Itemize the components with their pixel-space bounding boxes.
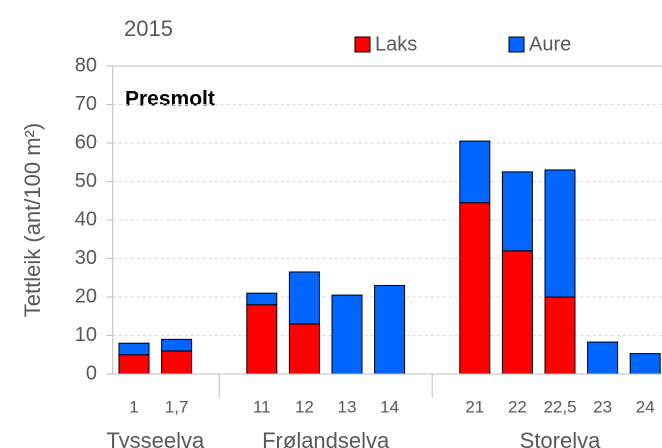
- y-tick-label: 0: [86, 362, 97, 384]
- y-axis-label: Tettleik (ant/100 m²): [20, 123, 45, 317]
- bar-segment: [459, 202, 491, 375]
- bar-segment: [246, 292, 278, 306]
- x-tick-label: 12: [295, 397, 314, 416]
- y-tick-label: 20: [75, 285, 97, 307]
- group-label: Frølandselva: [262, 428, 390, 448]
- legend-label: Aure: [529, 33, 571, 55]
- y-tick-label: 10: [75, 324, 97, 346]
- y-tick-label: 70: [75, 93, 97, 115]
- bar-segment: [288, 323, 320, 375]
- x-tick-label: 14: [380, 397, 399, 416]
- bar-segment: [118, 354, 150, 375]
- chart-title: 2015: [124, 16, 173, 41]
- bar-segment: [459, 140, 491, 204]
- x-tick-label: 11: [253, 397, 271, 416]
- x-tick-label: 13: [338, 397, 357, 416]
- y-tick-label: 50: [75, 170, 97, 192]
- y-tick-label: 40: [75, 208, 97, 230]
- y-tick-label: 80: [75, 54, 97, 76]
- bar-segment: [246, 304, 278, 375]
- legend-label: Laks: [375, 33, 417, 55]
- bar-segment: [374, 284, 406, 375]
- bar-segment: [161, 350, 193, 375]
- annotation: Presmolt: [125, 88, 215, 111]
- bar-segment: [288, 271, 320, 325]
- x-tick-label: 22,5: [543, 397, 576, 416]
- bar-segment: [331, 294, 363, 375]
- group-label: Tysseelva: [106, 428, 205, 448]
- x-tick-label: 22: [508, 397, 527, 416]
- y-tick-label: 30: [75, 247, 97, 269]
- x-tick-label: 1,7: [165, 397, 189, 416]
- bar-segment: [544, 169, 576, 298]
- bar-segment: [501, 171, 533, 252]
- x-tick-label: 21: [465, 397, 484, 416]
- bar-segment: [544, 296, 576, 375]
- bar-segment: [587, 341, 619, 375]
- bar-segment: [501, 250, 533, 375]
- bar-segment: [629, 353, 661, 375]
- x-tick-label: 24: [636, 397, 655, 416]
- bar-segment: [161, 338, 193, 352]
- x-tick-label: 1: [129, 397, 138, 416]
- legend-swatch: [508, 36, 525, 53]
- x-tick-label: 23: [593, 397, 612, 416]
- group-label: Storelva: [520, 428, 601, 448]
- legend-swatch: [354, 36, 371, 53]
- bar-segment: [118, 342, 150, 356]
- y-tick-label: 60: [75, 131, 97, 153]
